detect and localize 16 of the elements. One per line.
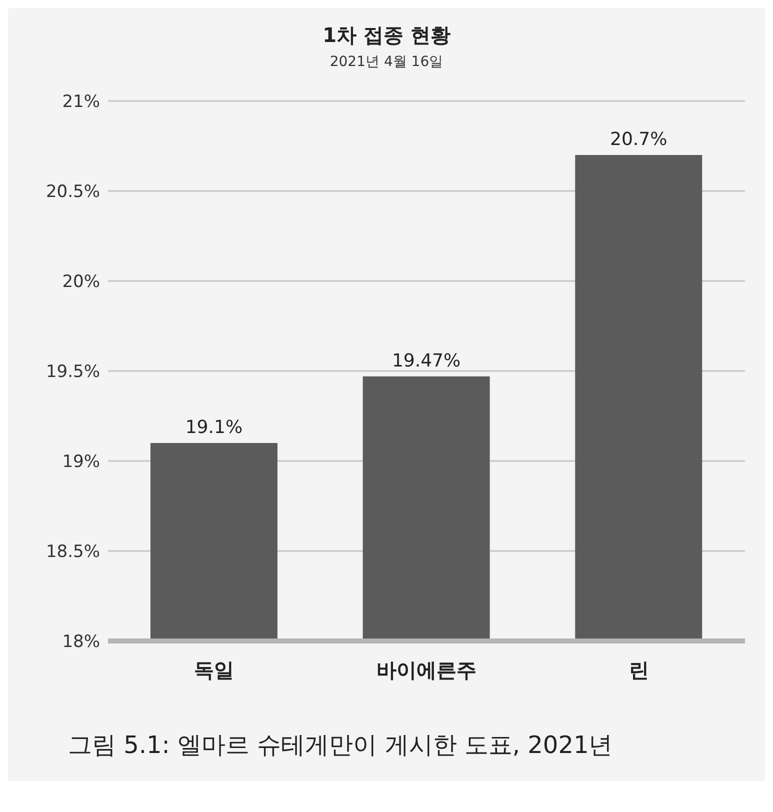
- x-tick-label: 독일: [194, 658, 234, 682]
- x-tick-label: 바이에른주: [376, 658, 476, 682]
- y-tick-label: 20.5%: [46, 182, 100, 202]
- data-label: 20.7%: [610, 129, 668, 150]
- y-tick-label: 19%: [62, 452, 100, 472]
- data-label: 19.1%: [185, 417, 243, 438]
- data-label: 19.47%: [392, 350, 461, 372]
- y-tick-label: 18%: [62, 632, 100, 652]
- y-tick-label: 19.5%: [46, 362, 100, 382]
- chart-title: 1차 접종 현황: [322, 22, 452, 49]
- x-tick-label: 린: [628, 658, 649, 682]
- y-tick-label: 18.5%: [46, 542, 100, 562]
- caption: 그림 5.1: 엘마르 슈테게만이 게시한 도표, 2021년: [67, 730, 614, 761]
- y-tick-label: 21%: [62, 92, 100, 112]
- y-tick-label: 20%: [62, 272, 100, 292]
- chart-subtitle: 2021년 4월 16일: [328, 53, 444, 71]
